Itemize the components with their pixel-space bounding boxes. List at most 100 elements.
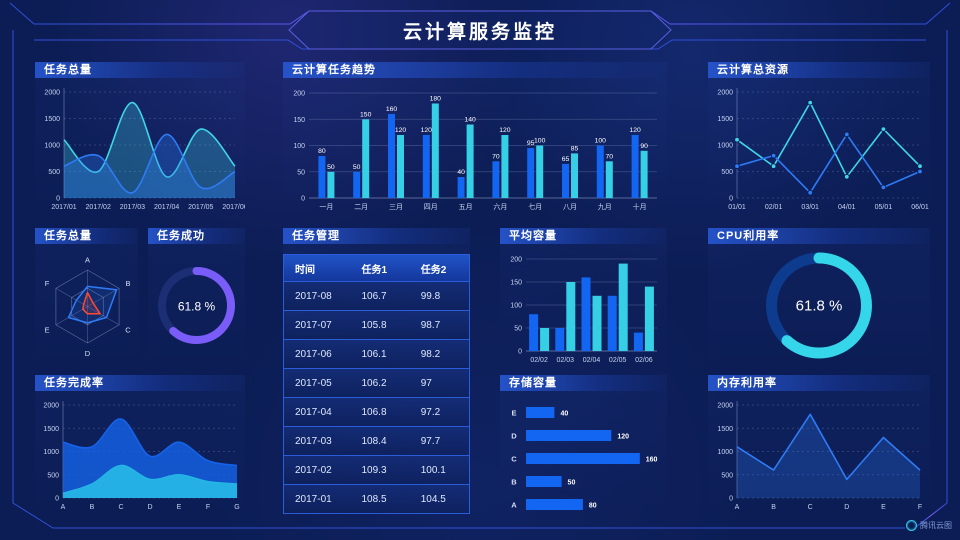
svg-text:B: B [125,279,130,288]
table-cell: 105.8 [361,319,387,331]
svg-text:500: 500 [721,472,733,479]
svg-text:40: 40 [560,411,568,418]
svg-text:2000: 2000 [717,90,733,97]
svg-text:500: 500 [721,169,733,176]
svg-text:40: 40 [457,169,465,176]
svg-text:50: 50 [514,326,522,333]
svg-text:02/03: 02/03 [557,357,575,364]
svg-text:02/01: 02/01 [765,204,783,211]
cpu-gauge-chart: 61.8 % [766,252,872,359]
table-cell: 106.2 [361,377,387,389]
svg-text:03/01: 03/01 [801,204,819,211]
svg-text:三月: 三月 [389,203,403,211]
svg-text:0: 0 [729,196,733,203]
svg-text:1500: 1500 [717,116,733,123]
svg-text:05/01: 05/01 [875,204,893,211]
svg-text:B: B [771,504,776,511]
svg-text:160: 160 [646,457,658,464]
cloud-total-resources-chart: 0 500 1000 1500 2000 01/01 02/01 03/01 04/01 05/0… [717,88,929,211]
svg-text:F: F [45,279,50,288]
svg-text:180: 180 [430,96,442,103]
svg-text:02/05: 02/05 [609,357,627,364]
svg-text:70: 70 [492,153,500,160]
table-header-row: 时间 任务1 任务2 [284,255,469,281]
svg-text:02/02: 02/02 [530,357,548,364]
svg-text:E: E [44,326,49,335]
svg-text:0: 0 [518,349,522,356]
svg-text:C: C [125,326,131,335]
svg-text:120: 120 [617,434,629,441]
svg-text:150: 150 [360,111,372,118]
svg-text:50: 50 [327,164,335,171]
panel-title-task-success: 任务成功 [148,228,245,244]
table-cell: 2017-03 [295,435,332,447]
table-row: 2017-01 108.5 104.5 [284,484,469,513]
panel-title-task-table: 任务管理 [283,228,470,244]
svg-text:九月: 九月 [598,202,612,211]
svg-text:B: B [511,478,517,487]
task-total-radar-chart: A B C D E F [44,256,131,358]
svg-text:100: 100 [595,138,607,145]
avg-capacity-chart: 0 50 100 150 200 02/02 02/03 02/04 02/05 02/06 [510,257,657,364]
svg-text:六月: 六月 [493,202,507,211]
table-cell: 2017-04 [295,406,332,418]
table-cell: 2017-05 [295,377,332,389]
table-cell: 106.7 [361,290,387,302]
panel-avg-capacity: 平均容量 0 50 100 150 200 02/02 02/03 02/04 02/05 02/… [500,228,667,368]
svg-text:五月: 五月 [459,203,473,211]
svg-text:150: 150 [293,117,305,124]
panel-title-cpu: CPU利用率 [708,228,930,244]
svg-text:A: A [85,256,90,265]
svg-text:2017/03: 2017/03 [120,204,145,211]
watermark: 腾讯云图 [906,520,952,531]
task-completion-chart: 0 500 1000 1500 2000 A B C D E F G [43,401,240,511]
svg-text:120: 120 [395,127,407,134]
table-row: 2017-05 106.2 97 [284,368,469,397]
tencent-cloud-logo-icon [906,520,917,531]
table-row: 2017-03 108.4 97.7 [284,426,469,455]
panel-task-completion: 任务完成率 0 500 1000 1500 2000 A B C D E F G [35,375,245,515]
svg-text:1000: 1000 [717,449,733,456]
svg-text:06/01: 06/01 [911,204,929,211]
panel-title-storage: 存储容量 [500,375,667,391]
svg-text:150: 150 [510,280,522,287]
svg-text:65: 65 [562,156,570,163]
svg-text:八月: 八月 [563,203,577,211]
panel-title-task-total-radar: 任务总量 [35,228,138,244]
svg-text:61.8 %: 61.8 % [796,298,843,315]
svg-text:1000: 1000 [717,143,733,150]
svg-text:100: 100 [534,138,546,145]
svg-text:2017/04: 2017/04 [154,204,179,211]
svg-text:160: 160 [386,106,398,113]
table-header-cell: 任务1 [361,264,388,276]
table-cell: 97.7 [420,435,441,447]
svg-text:2017/05: 2017/05 [188,204,213,211]
task-total-area-chart: 0 500 1000 1500 2000 2017/01 2017/02 2017/03 201… [44,88,245,211]
table-cell: 2017-06 [295,348,332,360]
svg-text:85: 85 [571,145,579,152]
svg-text:二月: 二月 [354,203,368,211]
svg-text:A: A [511,501,517,510]
svg-text:61.8 %: 61.8 % [178,300,216,314]
table-header-cell: 任务2 [420,264,447,276]
svg-text:2017/02: 2017/02 [86,204,111,211]
page-title: 云计算服务监控 [402,22,557,43]
svg-text:2000: 2000 [44,90,60,97]
table-cell: 2017-01 [295,493,332,505]
table-row: 2017-08 106.7 99.8 [284,281,469,310]
svg-text:D: D [511,432,517,441]
table-cell: 98.7 [420,319,441,331]
svg-text:C: C [511,455,517,464]
panel-memory-utilization: 内存利用率 0 500 1000 1500 2000 A B C D E F [708,375,930,515]
panel-title-avg-capacity: 平均容量 [500,228,667,244]
table-header-cell: 时间 [295,264,315,276]
svg-text:E: E [177,504,182,511]
svg-text:F: F [918,504,922,511]
svg-text:2017/01: 2017/01 [51,204,76,211]
svg-text:A: A [61,504,66,511]
svg-text:七月: 七月 [528,202,542,211]
svg-text:100: 100 [510,303,522,310]
svg-text:1500: 1500 [717,426,733,433]
svg-text:2000: 2000 [717,403,733,410]
table-cell: 99.8 [420,290,441,302]
